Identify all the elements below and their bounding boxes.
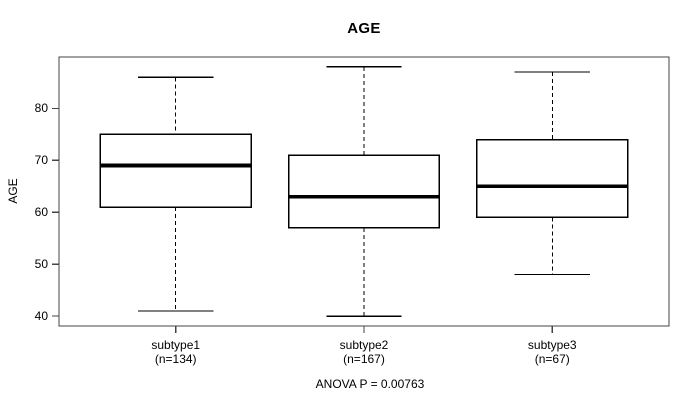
iqr-box xyxy=(99,133,252,208)
y-tick-label: 50 xyxy=(34,257,48,272)
x-group-name: subtype2 xyxy=(339,338,389,352)
iqr-box xyxy=(287,154,441,229)
x-group-name: subtype1 xyxy=(151,338,201,352)
x-group-label: subtype2 (n=167) xyxy=(294,338,434,366)
x-group-count: (n=167) xyxy=(343,352,385,366)
y-tick-label: 40 xyxy=(34,309,48,324)
x-group-label: subtype3 (n=67) xyxy=(482,338,622,366)
boxplot-group-subtype2 xyxy=(287,66,441,333)
x-group-count: (n=134) xyxy=(154,352,197,366)
anova-annotation: ANOVA P = 0.00763 xyxy=(315,377,425,391)
y-tick-label: 70 xyxy=(34,153,48,168)
iqr-box xyxy=(476,138,629,219)
y-tick-label: 60 xyxy=(34,205,48,220)
chart-title: AGE xyxy=(347,20,381,37)
x-group-name: subtype3 xyxy=(527,338,577,352)
x-group-count: (n=67) xyxy=(534,352,570,366)
boxplot-group-subtype1 xyxy=(99,76,252,333)
x-group-label: subtype1 (n=134) xyxy=(106,338,246,366)
boxplot-group-subtype3 xyxy=(476,71,629,333)
y-tick-label: 80 xyxy=(34,101,48,116)
